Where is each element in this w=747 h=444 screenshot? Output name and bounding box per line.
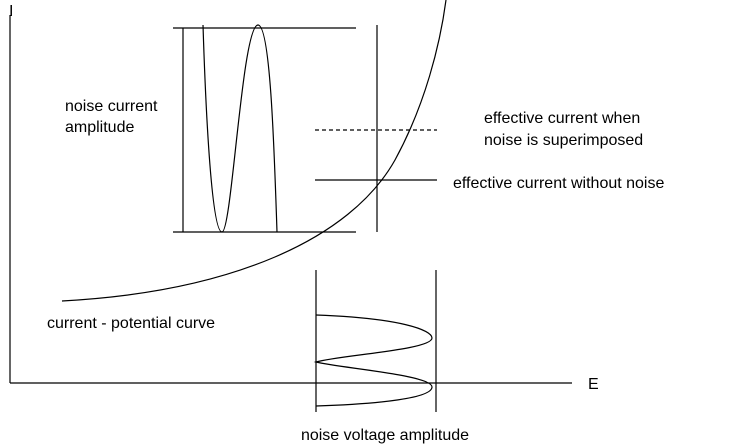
voltage-noise-wave [313,314,433,407]
label: noise is superimposed [484,132,643,149]
y-axis-label: I [9,3,13,20]
label: amplitude [65,119,134,136]
label: effective current without noise [453,175,664,192]
label: current - potential curve [47,315,215,332]
label: noise current [65,98,158,115]
current-noise-wave [202,24,278,233]
x-axis-label: E [588,376,599,393]
label: effective current when [484,110,640,127]
label: noise voltage amplitude [301,427,469,444]
current-potential-curve [61,0,447,302]
